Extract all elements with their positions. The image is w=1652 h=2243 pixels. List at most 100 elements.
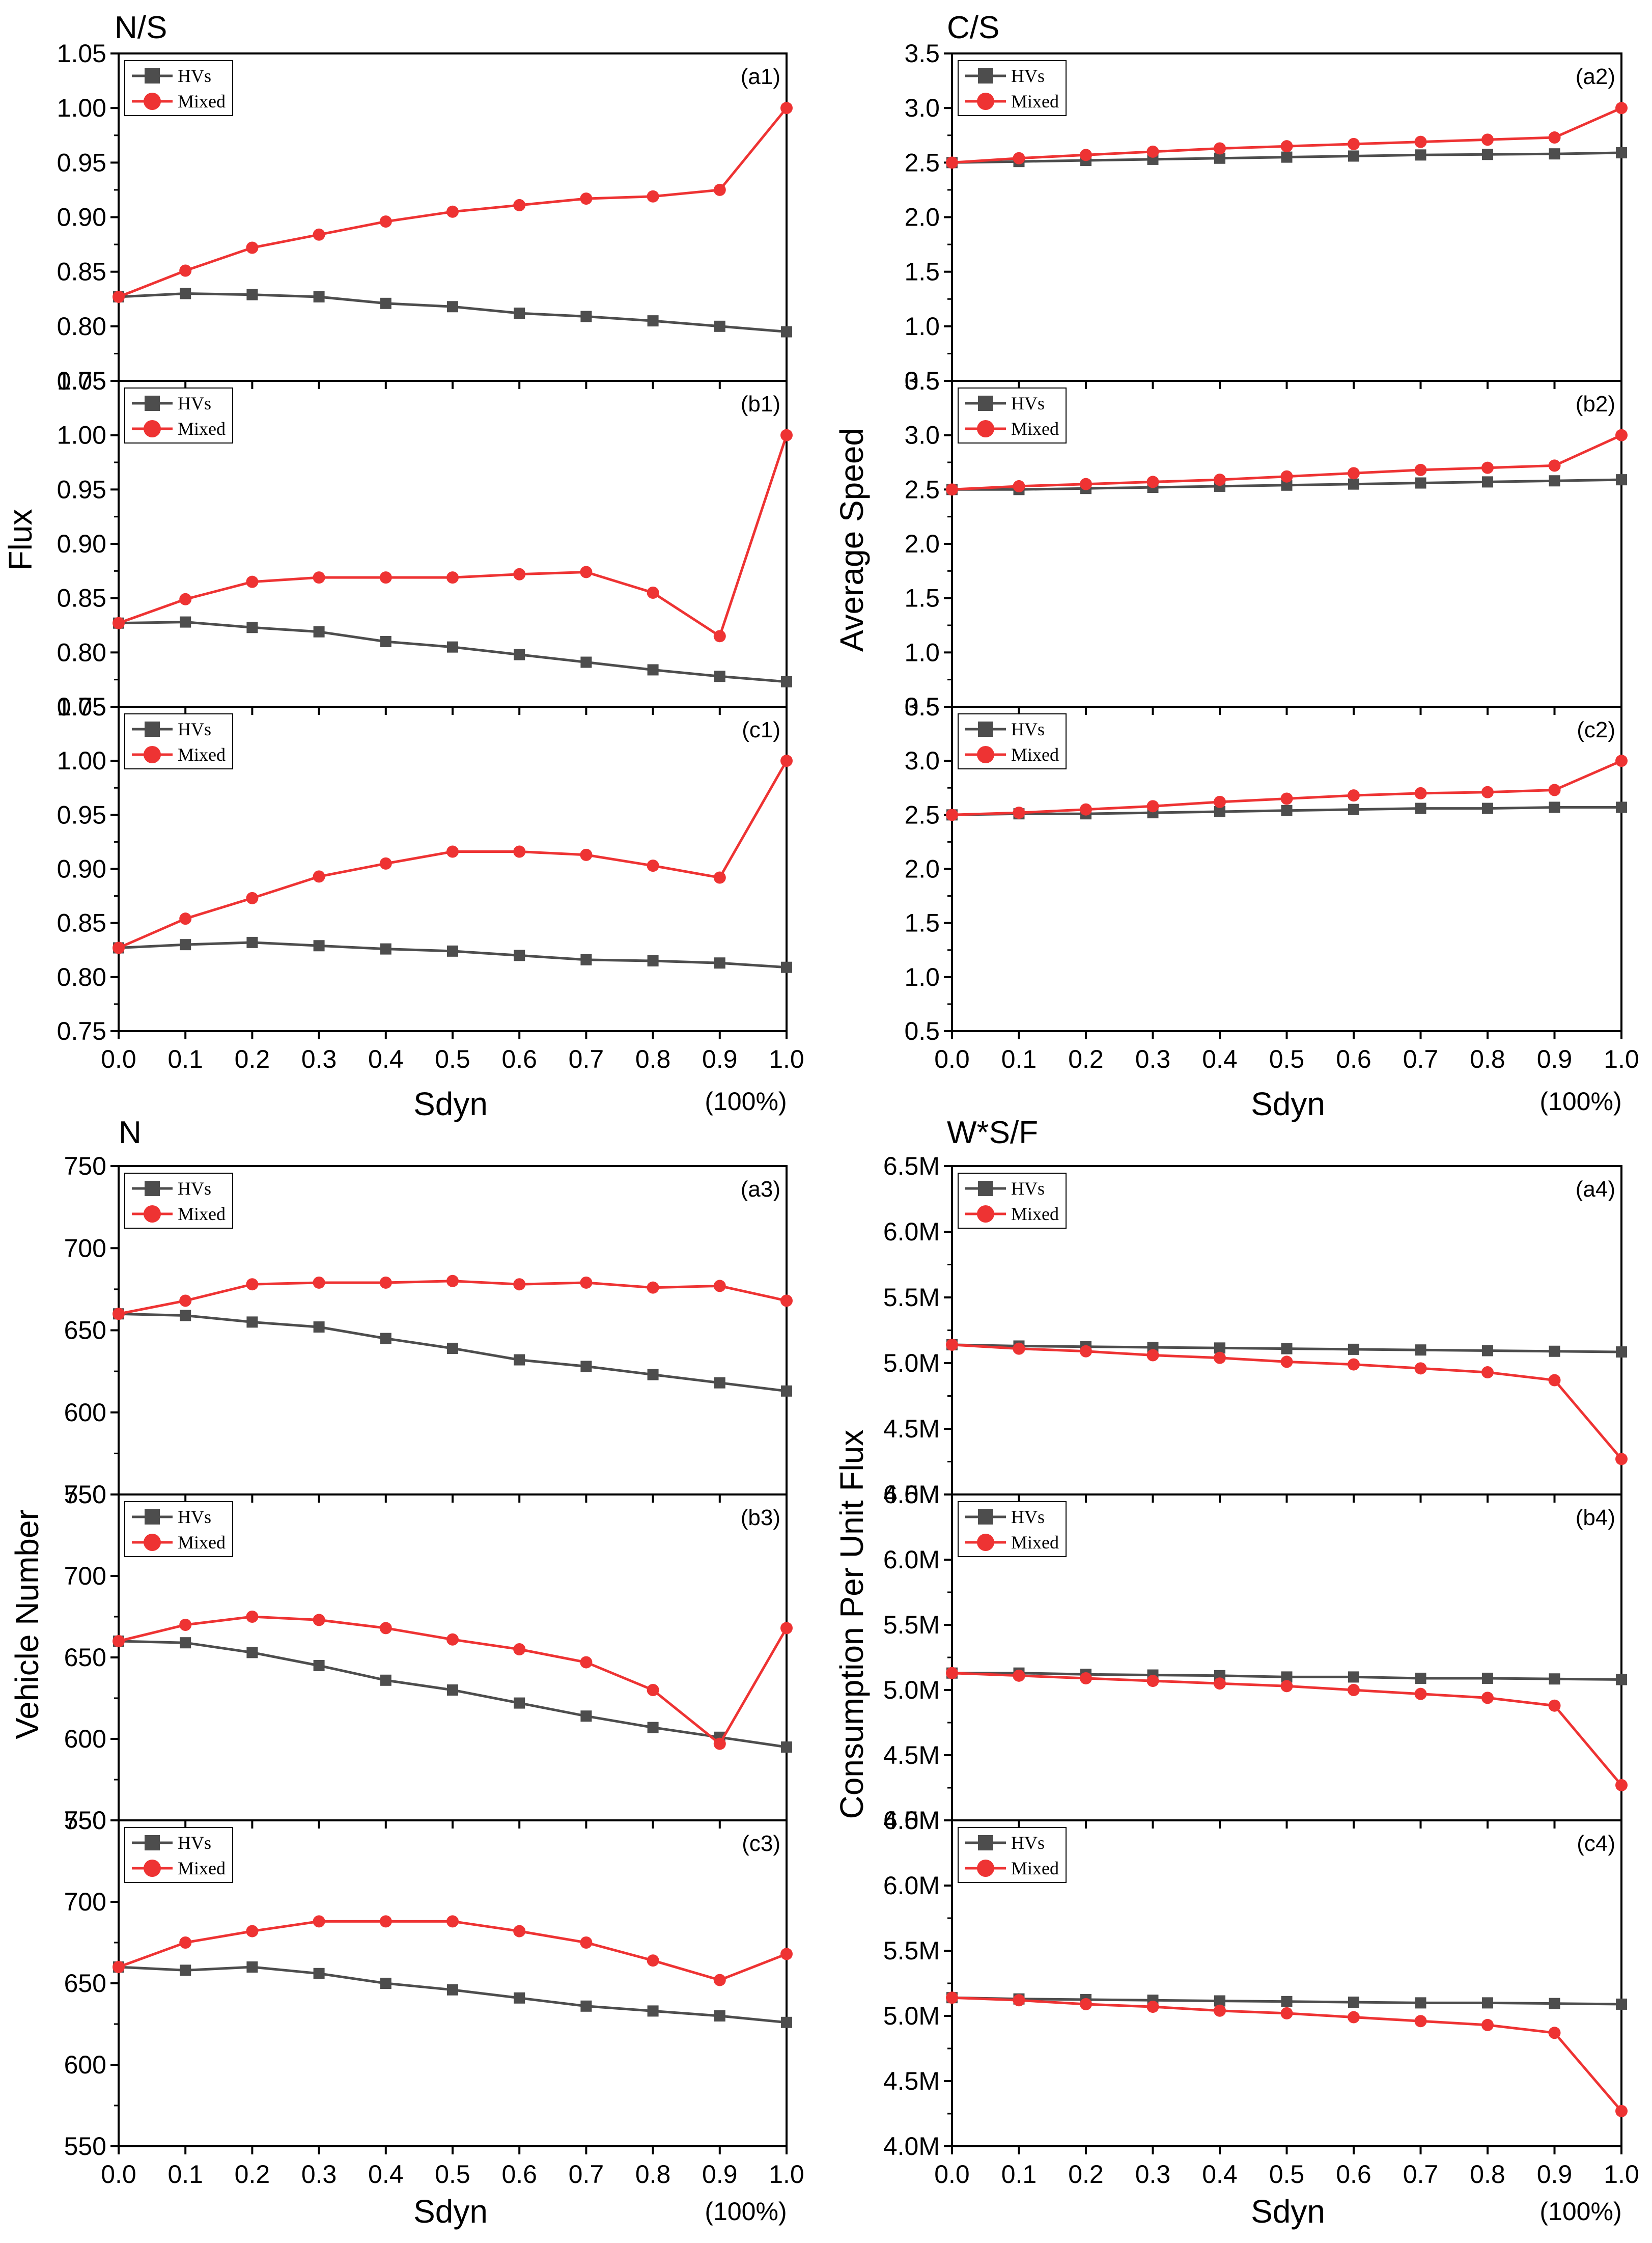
- data-point-mixed: [780, 429, 793, 441]
- y-tick-label: 0.5: [904, 693, 940, 721]
- data-point-hvs: [1616, 1674, 1627, 1685]
- data-point-mixed: [1080, 478, 1092, 490]
- x-tick-label: 0.7: [569, 1045, 604, 1073]
- legend-label-hvs: HVs: [1011, 1507, 1045, 1527]
- y-tick-label: 3.5: [904, 367, 940, 395]
- data-point-mixed: [1013, 152, 1025, 164]
- data-point-mixed: [1214, 1351, 1226, 1364]
- data-point-mixed: [946, 1991, 958, 2004]
- data-point-hvs: [380, 1333, 391, 1344]
- data-point-mixed: [713, 871, 726, 884]
- data-point-hvs: [447, 1342, 458, 1354]
- y-tick-label: 0.5: [904, 367, 940, 395]
- data-point-mixed: [1615, 102, 1628, 115]
- y-tick-label: 750: [64, 1152, 106, 1180]
- data-point-mixed: [379, 1276, 392, 1289]
- data-point-hvs: [180, 616, 191, 628]
- x-unit-note-consumption: (100%): [1539, 2197, 1621, 2226]
- legend-label-mixed: Mixed: [1011, 1204, 1059, 1224]
- panel-c2: 0.5 1.0 1.5 2.0 2.5 3.0 3.5 0.0 0.1 0.2 0.3 0.4 0.5 0…: [904, 693, 1639, 1073]
- data-point-hvs: [1214, 1342, 1225, 1354]
- y-label-speed: Average Speed: [833, 428, 870, 652]
- y-tick-label: 1.0: [904, 638, 940, 667]
- legend-label-hvs: HVs: [178, 719, 211, 739]
- section-title-speed: C/S: [947, 10, 999, 45]
- data-point-mixed: [1280, 1355, 1293, 1368]
- legend-swatch-marker-mixed: [144, 1205, 161, 1223]
- legend-swatch-marker-hvs: [978, 396, 993, 411]
- data-point-mixed: [379, 1915, 392, 1928]
- data-point-hvs: [514, 1354, 525, 1366]
- y-tick-label: 5.5M: [883, 1936, 940, 1965]
- data-point-mixed: [246, 892, 259, 904]
- data-point-mixed: [946, 1338, 958, 1351]
- panels: 0.75 0.80 0.85 0.90 0.95 1.00 1.05 (a1) HVs Mixed…: [57, 39, 1639, 2189]
- data-point-mixed: [1548, 1699, 1561, 1712]
- data-point-mixed: [1615, 429, 1628, 441]
- legend-label-hvs: HVs: [1011, 719, 1045, 739]
- panel-a1: 0.75 0.80 0.85 0.90 0.95 1.00 1.05 (a1) HVs Mixed: [57, 39, 793, 395]
- data-point-hvs: [313, 1968, 325, 1979]
- data-point-mixed: [1414, 135, 1427, 148]
- data-point-mixed: [246, 241, 259, 254]
- data-point-hvs: [1549, 148, 1560, 160]
- data-point-mixed: [713, 1737, 726, 1750]
- legend-swatch-marker-hvs: [978, 1509, 993, 1525]
- y-tick-label: 700: [64, 1888, 106, 1916]
- x-tick-label: 0.4: [368, 2160, 404, 2189]
- data-point-mixed: [313, 571, 325, 584]
- legend-swatch-marker-hvs: [145, 1835, 160, 1850]
- data-point-hvs: [1214, 152, 1225, 164]
- data-point-mixed: [780, 755, 793, 767]
- legend-label-hvs: HVs: [1011, 1833, 1045, 1853]
- data-point-mixed: [1013, 480, 1025, 492]
- y-tick-label: 2.0: [904, 530, 940, 558]
- data-point-hvs: [180, 1310, 191, 1321]
- y-tick-label: 6.0M: [883, 1871, 940, 1900]
- y-tick-label: 6.0M: [883, 1217, 940, 1246]
- data-point-mixed: [780, 1622, 793, 1635]
- x-tick-label: 0.4: [368, 1045, 404, 1073]
- data-point-mixed: [1080, 149, 1092, 161]
- legend-swatch-marker-mixed: [977, 93, 994, 110]
- data-point-hvs: [781, 2016, 792, 2028]
- data-point-mixed: [1348, 137, 1360, 150]
- data-point-hvs: [1348, 1343, 1359, 1355]
- y-tick-label: 1.00: [57, 421, 106, 450]
- legend-swatch-marker-hvs: [978, 1181, 993, 1196]
- y-tick-label: 5.0M: [883, 1676, 940, 1704]
- data-point-mixed: [1481, 2018, 1494, 2031]
- y-tick-label: 1.00: [57, 94, 106, 122]
- data-point-mixed: [113, 617, 125, 629]
- y-tick-label: 0.95: [57, 148, 106, 177]
- data-point-mixed: [946, 483, 958, 496]
- x-tick-label: 0.1: [167, 2160, 203, 2189]
- panel-label: (c4): [1577, 1831, 1615, 1856]
- data-point-mixed: [713, 1974, 726, 1986]
- panel-label: (b1): [741, 392, 780, 417]
- y-tick-label: 6.5M: [883, 1152, 940, 1180]
- data-point-hvs: [580, 1361, 592, 1372]
- x-tick-label: 0.5: [1269, 2160, 1305, 2189]
- data-point-mixed: [1146, 1675, 1159, 1687]
- data-point-hvs: [246, 1647, 258, 1658]
- legend-label-hvs: HVs: [178, 1833, 211, 1853]
- y-tick-label: 0.90: [57, 203, 106, 232]
- legend-swatch-marker-hvs: [978, 1835, 993, 1850]
- y-tick-label: 1.05: [57, 367, 106, 395]
- legend-swatch-marker-mixed: [977, 1534, 994, 1551]
- y-tick-label: 1.5: [904, 909, 940, 937]
- data-point-hvs: [1616, 801, 1627, 813]
- data-point-mixed: [246, 1925, 259, 1937]
- data-point-mixed: [1548, 784, 1561, 796]
- data-point-mixed: [1481, 786, 1494, 798]
- data-point-mixed: [379, 215, 392, 228]
- legend-label-mixed: Mixed: [1011, 91, 1059, 112]
- y-tick-label: 650: [64, 1316, 106, 1345]
- data-point-mixed: [1013, 807, 1025, 819]
- data-point-mixed: [1280, 2007, 1293, 2019]
- y-tick-label: 750: [64, 1806, 106, 1835]
- y-label-vehicle: Vehicle Number: [9, 1509, 45, 1739]
